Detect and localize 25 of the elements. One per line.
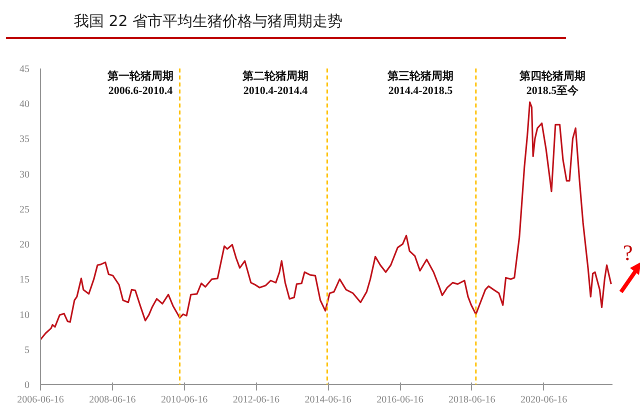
line-series — [40, 101, 612, 340]
annotation: 第四轮猪周期 2018.5至今 — [518, 70, 586, 97]
x-tick-label: 2016-06-16 — [376, 394, 424, 406]
text: ? — [623, 239, 633, 267]
x-tick-label: 2018-06-16 — [448, 394, 496, 406]
x-tick-label: 2020-06-16 — [520, 394, 568, 406]
y-tick-label: 25 — [20, 204, 30, 216]
y-tick-label: 15 — [20, 274, 30, 286]
y-tick-label: 30 — [20, 169, 30, 180]
x-tick-label: 2010-06-16 — [160, 394, 208, 406]
x-tick-label: 2014-06-16 — [304, 394, 352, 406]
annotation: 第三轮猪周期 2014.4-2018.5 — [386, 70, 454, 97]
y-tick-label: 10 — [20, 310, 30, 321]
y-tick-label: 20 — [20, 240, 30, 251]
y-tick-label: 5 — [24, 344, 30, 356]
y-tick-label: 45 — [20, 64, 30, 75]
x-tick-label: 2006-06-16 — [17, 394, 64, 406]
y-tick-label: 35 — [20, 134, 30, 146]
x-tick-label: 2012-06-16 — [232, 394, 280, 406]
chart-title: 我国 22 省市平均生猪价格与猪周期走势 — [74, 11, 343, 32]
x-tick-label: 2008-06-16 — [89, 394, 136, 406]
y-tick-label: 40 — [20, 99, 30, 110]
annotation: 第一轮猪周期 2006.6-2010.4 — [106, 70, 174, 97]
y-tick-label: 0 — [24, 380, 30, 391]
annotation: 第二轮猪周期 2010.4-2014.4 — [242, 70, 308, 97]
